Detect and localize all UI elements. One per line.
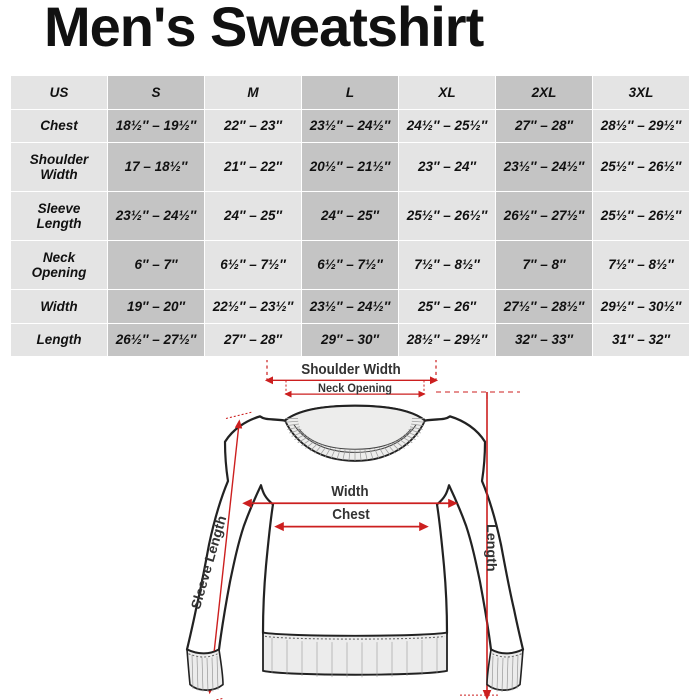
svg-text:Chest: Chest bbox=[332, 506, 370, 522]
svg-text:Width: Width bbox=[331, 482, 368, 498]
svg-text:Length: Length bbox=[484, 524, 500, 572]
svg-text:Neck Opening: Neck Opening bbox=[318, 383, 392, 395]
svg-text:Shoulder Width: Shoulder Width bbox=[301, 361, 401, 377]
